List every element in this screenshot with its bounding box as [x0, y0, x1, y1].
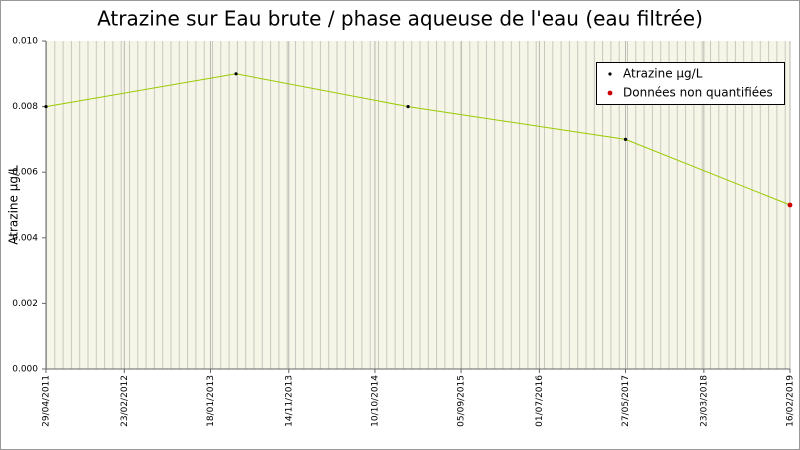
x-tick-label: 23/03/2018 [699, 375, 709, 427]
y-tick-label: 0.008 [12, 102, 38, 112]
legend-marker [607, 90, 613, 96]
x-tick-label: 23/02/2012 [120, 375, 130, 427]
y-tick-label: 0.004 [12, 233, 38, 243]
data-point [787, 202, 793, 208]
chart-title: Atrazine sur Eau brute / phase aqueuse d… [97, 7, 703, 31]
legend: Atrazine µg/L Données non quantifiées [596, 62, 785, 105]
x-tick-label: 05/09/2015 [457, 375, 467, 427]
y-tick-label: 0.000 [12, 365, 38, 375]
x-tick-label: 29/04/2011 [42, 375, 52, 427]
x-tick-label: 14/11/2013 [284, 375, 294, 427]
data-point [623, 137, 628, 141]
y-tick-label: 0.002 [12, 299, 38, 309]
x-tick-label: 01/07/2016 [535, 375, 545, 427]
data-point [406, 105, 410, 109]
legend-marker [608, 72, 612, 76]
data-point [234, 72, 238, 76]
x-tick-label: 27/05/2017 [621, 375, 631, 427]
x-tick-label: 16/02/2019 [786, 375, 796, 427]
x-tick-label: 10/10/2014 [370, 375, 380, 427]
y-tick-label: 0.010 [12, 37, 38, 47]
legend-label: Données non quantifiées [623, 86, 773, 100]
y-tick-label: 0.006 [12, 168, 38, 178]
legend-box [596, 62, 785, 105]
data-point [44, 105, 48, 109]
y-axis-label: Atrazine µg/L [7, 165, 21, 245]
legend-label: Atrazine µg/L [623, 67, 703, 81]
x-tick-label: 18/01/2013 [206, 375, 216, 427]
